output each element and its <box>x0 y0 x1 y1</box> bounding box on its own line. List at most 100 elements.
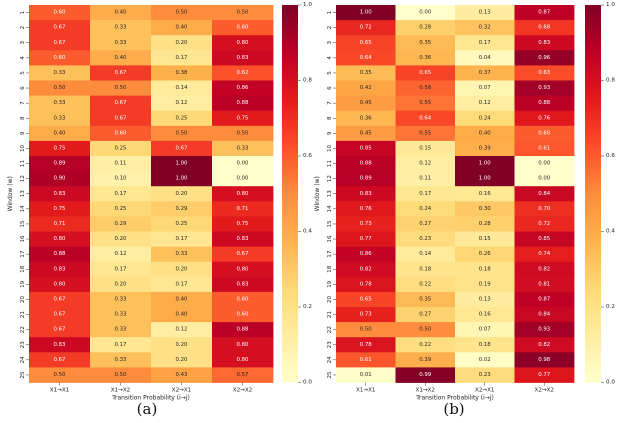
heatmap-cell <box>212 20 274 36</box>
heatmap-cell <box>212 80 274 96</box>
cell-value-label: 0.40 <box>114 10 127 16</box>
cell-value-label: 0.85 <box>360 145 372 151</box>
cell-value-label: 0.62 <box>236 70 248 76</box>
heatmap-cell <box>395 35 456 51</box>
heatmap-cell <box>455 322 515 338</box>
heatmap-cell <box>514 140 575 157</box>
heatmap-cell <box>395 216 456 232</box>
heatmap-cell <box>395 337 456 353</box>
x-tick-label: X2→X2 <box>535 388 554 394</box>
heatmap-cell <box>29 80 91 96</box>
heatmap-cell <box>455 307 515 323</box>
colorbar-tick-label: 1.0 <box>303 2 312 8</box>
heatmap-cell <box>395 186 456 202</box>
cell-value-label: 0.75 <box>53 145 65 151</box>
heatmap-cell <box>212 322 274 338</box>
heatmap-cell <box>395 201 456 217</box>
heatmap-cell <box>336 125 396 142</box>
heatmap-cell <box>212 367 274 383</box>
cell-value-label: 0.35 <box>419 40 431 46</box>
heatmap-cell <box>336 337 396 353</box>
y-axis-label: Window (w) <box>314 176 321 211</box>
heatmap-cell <box>455 5 515 21</box>
cell-value-label: 0.33 <box>114 327 126 333</box>
heatmap-cell <box>90 291 152 308</box>
heatmap-cell <box>90 322 152 338</box>
heatmap-cell <box>151 276 213 293</box>
colorbar-tick-label: 0.4 <box>606 229 615 235</box>
heatmap-cell <box>151 5 213 21</box>
cell-value-label: 0.02 <box>479 357 491 363</box>
cell-value-label: 0.40 <box>53 130 66 136</box>
cell-value-label: 0.12 <box>479 100 491 106</box>
heatmap-cell <box>151 125 213 142</box>
cell-value-label: 0.33 <box>236 145 248 151</box>
heatmap-cell <box>514 65 575 81</box>
x-axis-label: Transition Probability (i→j) <box>111 395 190 402</box>
heatmap-cell <box>514 110 575 127</box>
y-tick-label: 15 <box>327 220 333 228</box>
cell-value-label: 0.83 <box>236 55 248 61</box>
heatmap-cell <box>336 156 396 172</box>
cell-value-label: 0.99 <box>419 372 432 378</box>
heatmap-cell <box>151 110 213 127</box>
cell-value-label: 0.83 <box>236 236 248 242</box>
heatmap-cell <box>212 35 274 51</box>
cell-value-label: 0.75 <box>236 115 248 121</box>
heatmap-cell <box>212 171 274 187</box>
cell-value-label: 0.93 <box>538 85 550 91</box>
cell-value-label: 0.77 <box>538 372 550 378</box>
heatmap-cell <box>212 246 274 263</box>
cell-value-label: 0.50 <box>114 372 127 378</box>
colorbar-tick-label: 1.0 <box>606 2 615 8</box>
heatmap-cell <box>455 261 515 278</box>
cell-value-label: 0.50 <box>236 10 249 16</box>
heatmap-cell <box>514 322 575 338</box>
colorbar-tick-label: 0.8 <box>303 78 312 84</box>
cell-value-label: 0.60 <box>236 25 249 31</box>
cell-value-label: 0.63 <box>538 70 550 76</box>
heatmap-cell <box>90 65 152 81</box>
heatmap-cell <box>455 201 515 217</box>
cell-value-label: 0.83 <box>53 266 65 272</box>
heatmap-cell <box>336 171 396 187</box>
cell-value-label: 0.20 <box>175 342 188 348</box>
x-tick-label: X2→X1 <box>475 388 495 394</box>
cell-value-label: 0.67 <box>53 357 65 363</box>
heatmap-cell <box>336 80 396 96</box>
heatmap-cell <box>90 50 152 66</box>
cell-value-label: 0.80 <box>236 357 249 363</box>
y-tick-label: 16 <box>20 235 26 243</box>
y-tick-label: 7 <box>20 101 26 105</box>
heatmap-cell <box>29 186 91 202</box>
cell-value-label: 1.00 <box>479 176 492 182</box>
heatmap-cell <box>151 337 213 353</box>
cell-value-label: 0.67 <box>175 145 187 151</box>
cell-value-label: 0.80 <box>236 342 249 348</box>
heatmap-cell <box>455 291 515 308</box>
heatmap-cell <box>395 276 456 293</box>
heatmap-cell <box>90 95 152 112</box>
heatmap-cell <box>395 291 456 308</box>
cell-value-label: 0.37 <box>479 70 491 76</box>
cell-value-label: 0.27 <box>419 312 431 318</box>
colorbar-tick-label: 0.2 <box>606 304 615 310</box>
cell-value-label: 0.36 <box>419 55 432 61</box>
cell-value-label: 0.80 <box>236 191 249 197</box>
cell-value-label: 0.17 <box>479 40 491 46</box>
cell-value-label: 0.78 <box>360 281 373 287</box>
heatmap-cell <box>336 65 396 81</box>
heatmap-cell <box>212 140 274 157</box>
heatmap-cell <box>90 307 152 323</box>
cell-value-label: 0.17 <box>114 266 126 272</box>
heatmap-cell <box>90 110 152 127</box>
cell-value-label: 0.07 <box>479 85 491 91</box>
heatmap-cell <box>151 156 213 172</box>
heatmap-cell <box>212 95 274 112</box>
heatmap-cell <box>514 276 575 293</box>
heatmap-cell <box>336 201 396 217</box>
heatmap-cell <box>395 307 456 323</box>
cell-value-label: 0.75 <box>236 221 248 227</box>
cell-value-label: 0.60 <box>236 312 249 318</box>
y-axis-label: Window (w) <box>7 176 14 211</box>
